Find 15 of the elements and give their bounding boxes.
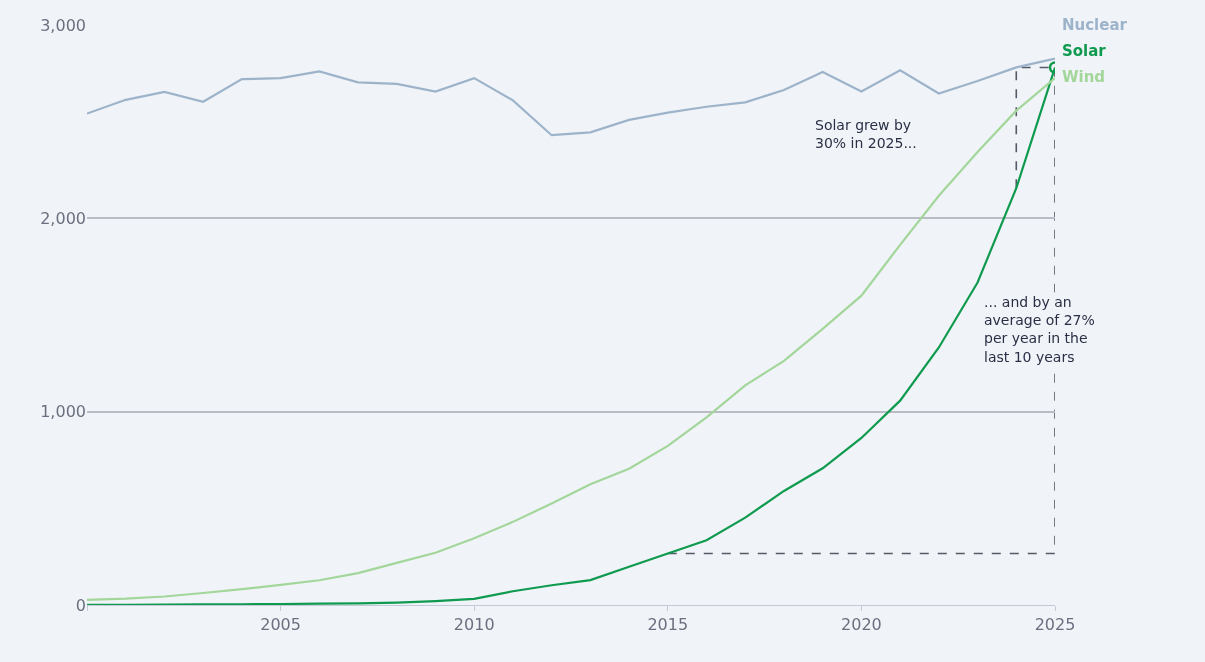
y-tick-label: 0 — [75, 595, 86, 615]
series-label: Nuclear — [1062, 16, 1128, 34]
series-label: Wind — [1062, 68, 1106, 86]
y-tick-label: 3,000 — [40, 15, 86, 35]
line-series — [87, 57, 1055, 137]
y-tick-label: 2,000 — [40, 208, 86, 228]
series-label: Solar — [1062, 42, 1107, 60]
x-tick-label: 2015 — [647, 615, 689, 635]
annotation: Solar grew by 30% in 2025... — [815, 117, 917, 152]
x-tick-label: 2005 — [260, 615, 301, 635]
y-tick-label: 1,000 — [40, 402, 86, 422]
x-tick-label: 2010 — [453, 615, 495, 635]
x-tick-label: 2020 — [841, 615, 882, 635]
annotation: ... and by an average of 27% per year in the last 10 years — [984, 294, 1095, 365]
x-tick-label: 2025 — [1034, 615, 1076, 635]
